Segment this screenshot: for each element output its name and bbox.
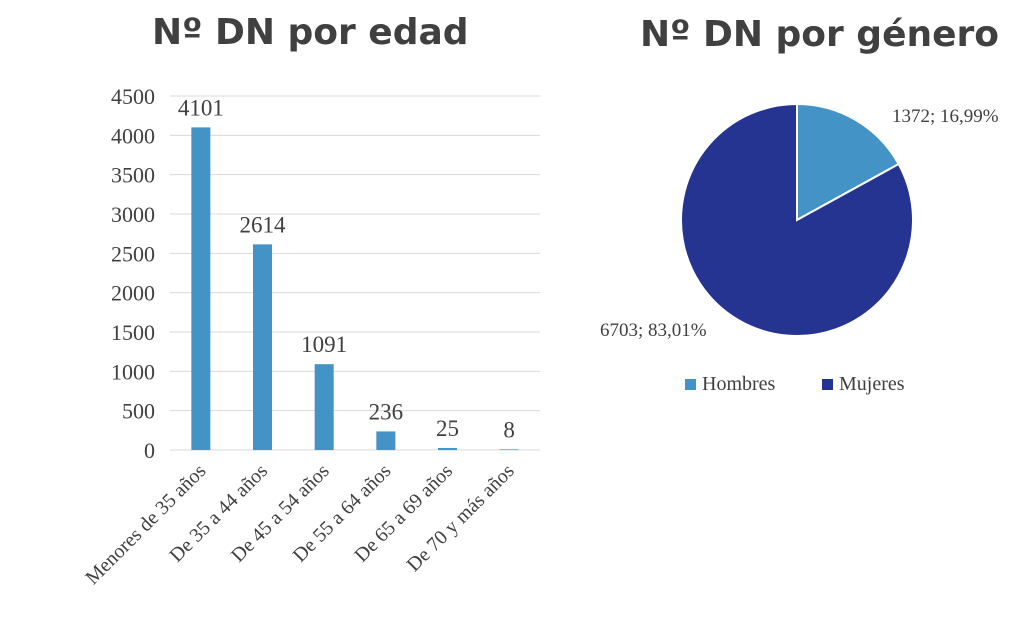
y-tick-label: 2500 (111, 241, 155, 266)
bar-data-label: 236 (369, 399, 404, 424)
bar (499, 449, 519, 450)
bar (376, 431, 396, 450)
pie-chart-title: Nº DN por género (640, 14, 1000, 55)
y-tick-label: 0 (144, 438, 155, 463)
legend-label-hombres: Hombres (702, 373, 776, 395)
y-tick-label: 1000 (111, 359, 155, 384)
bar-data-label: 1091 (301, 332, 347, 357)
bar (314, 364, 334, 450)
bar-data-label: 8 (503, 417, 515, 442)
x-tick-label: De 70 y más años (403, 460, 519, 576)
y-tick-label: 4000 (111, 123, 155, 148)
legend-swatch-mujeres (822, 379, 833, 390)
legend-label-mujeres: Mujeres (839, 373, 905, 395)
y-tick-label: 4500 (111, 84, 155, 109)
bar-data-label: 25 (436, 416, 459, 441)
bar (253, 244, 272, 450)
pie-data-label: 1372; 16,99% (892, 106, 999, 127)
bar-chart-title: Nº DN por edad (152, 12, 469, 53)
y-tick-label: 3000 (111, 202, 155, 227)
bar (438, 448, 457, 450)
bar-data-label: 2614 (240, 212, 287, 237)
legend-swatch-hombres (685, 379, 696, 390)
y-tick-label: 1500 (111, 320, 155, 345)
y-tick-label: 3500 (111, 163, 155, 188)
y-tick-label: 500 (122, 399, 155, 424)
y-tick-label: 2000 (111, 281, 155, 306)
pie-slice-mujeres (680, 102, 914, 337)
pie-data-label: 6703; 83,01% (600, 320, 707, 341)
bar (191, 127, 211, 450)
bar-data-label: 4101 (178, 95, 224, 120)
pie-slice-hombres (796, 102, 900, 222)
